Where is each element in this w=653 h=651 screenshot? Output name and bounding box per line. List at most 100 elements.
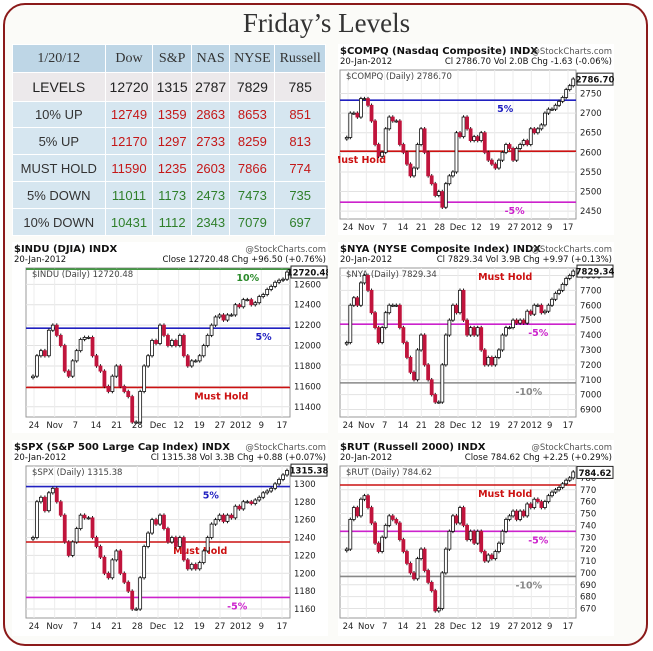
candle-body bbox=[415, 349, 420, 381]
candle-body bbox=[390, 116, 395, 122]
candle-body bbox=[443, 334, 448, 366]
candle-body bbox=[138, 391, 143, 423]
x-tick-label: 14 bbox=[91, 421, 102, 431]
x-tick-label: 12 bbox=[471, 622, 482, 632]
candle-body bbox=[443, 548, 448, 574]
chart-title: $COMPQ (Nasdaq Composite) INDX bbox=[340, 46, 538, 57]
x-tick-label: 9 bbox=[259, 622, 264, 632]
candle-body bbox=[394, 120, 399, 123]
candle-body bbox=[373, 120, 377, 145]
candle-body bbox=[62, 345, 67, 372]
candle-body bbox=[359, 498, 363, 517]
candle-body bbox=[189, 360, 194, 367]
x-tick-label: 9 bbox=[259, 421, 264, 431]
candle-body bbox=[273, 281, 278, 287]
cell: 7079 bbox=[229, 208, 276, 236]
candle-body bbox=[170, 340, 174, 346]
row-label: MUST HOLD bbox=[12, 154, 106, 183]
cell: 2733 bbox=[190, 127, 231, 156]
candle-body bbox=[201, 345, 206, 357]
x-tick-label: Nov bbox=[46, 421, 63, 431]
candle-body bbox=[380, 327, 385, 343]
candle-body bbox=[461, 116, 466, 138]
candle-body bbox=[348, 519, 353, 550]
chart-stats: Cl 2786.70 Vol 2.0B Chg -1.63 (-0.06%) bbox=[445, 57, 612, 67]
candle-body bbox=[564, 479, 569, 485]
candle-body bbox=[535, 498, 540, 503]
y-tick-label: 1260 bbox=[294, 516, 316, 526]
candle-body bbox=[158, 324, 162, 344]
candle-body bbox=[265, 490, 270, 494]
x-tick-label: 21 bbox=[416, 223, 427, 233]
candle-body bbox=[50, 324, 55, 331]
chart-date: 20-Jan-2012 bbox=[14, 453, 66, 463]
candle-body bbox=[351, 112, 356, 115]
x-tick-label: 27 bbox=[508, 223, 519, 233]
candle-body bbox=[560, 97, 565, 102]
candle-body bbox=[150, 519, 154, 534]
x-tick-label: 17 bbox=[563, 622, 574, 632]
header-nas: NAS bbox=[190, 44, 231, 73]
candle-body bbox=[181, 537, 186, 561]
candle-body bbox=[493, 551, 498, 560]
candle-body bbox=[440, 364, 445, 403]
candle-body bbox=[539, 501, 544, 508]
candle-body bbox=[405, 551, 409, 564]
candle-body bbox=[557, 100, 561, 106]
candle-body bbox=[560, 483, 565, 488]
cell: 1297 bbox=[152, 127, 192, 156]
candle-body bbox=[118, 365, 123, 387]
candle-body bbox=[394, 519, 399, 524]
candle-body bbox=[344, 342, 349, 345]
candle-body bbox=[521, 319, 526, 324]
chart-date: 20-Jan-2012 bbox=[14, 255, 66, 265]
candle-body bbox=[261, 492, 266, 498]
candle-body bbox=[237, 505, 242, 510]
candle-body bbox=[46, 492, 51, 512]
candle-body bbox=[154, 340, 158, 344]
chart-title: $RUT (Russell 2000) INDX bbox=[340, 442, 486, 453]
candle-body bbox=[177, 537, 182, 547]
cell: 7866 bbox=[229, 154, 276, 183]
candle-body bbox=[383, 524, 388, 538]
chart-legend: $NYA (Daily) 7829.34 bbox=[346, 270, 437, 280]
candle-body bbox=[528, 503, 533, 508]
x-tick-label: Dec bbox=[450, 421, 467, 431]
y-tick-label: 7500 bbox=[580, 316, 602, 326]
candle-body bbox=[118, 550, 123, 574]
candle-body bbox=[387, 116, 392, 130]
candle-body bbox=[74, 350, 79, 362]
candle-body bbox=[451, 515, 455, 532]
cell: 2603 bbox=[190, 154, 231, 183]
chart-stats: Cl 1315.38 Vol 3.3B Chg +0.88 (+0.07%) bbox=[151, 453, 326, 463]
chart-source: @StockCharts.com bbox=[531, 47, 612, 57]
candle-body bbox=[426, 570, 431, 583]
candle-body bbox=[355, 112, 360, 118]
candle-body bbox=[50, 487, 55, 494]
indu-chart: $INDU (DJIA) INDX @StockCharts.com 20-Jan-… bbox=[12, 242, 328, 433]
candle-body bbox=[173, 537, 178, 547]
candle-body bbox=[94, 537, 99, 547]
candle-body bbox=[525, 310, 530, 324]
x-tick-label: 12 bbox=[173, 622, 184, 632]
x-tick-label: Nov bbox=[358, 622, 375, 632]
candle-body bbox=[189, 563, 194, 570]
cell: 735 bbox=[274, 181, 326, 210]
candle-body bbox=[521, 140, 526, 145]
last-price-box bbox=[576, 465, 614, 479]
x-tick-label: 24 bbox=[29, 622, 40, 632]
candle-body bbox=[528, 310, 533, 315]
candle-body bbox=[110, 559, 115, 579]
cell: 12749 bbox=[104, 100, 154, 129]
rut-chart: $RUT (Russell 2000) INDX @StockCharts.com… bbox=[338, 440, 614, 636]
x-tick-label: 9 bbox=[547, 622, 552, 632]
candle-body bbox=[479, 530, 484, 552]
candle-body bbox=[138, 577, 143, 610]
x-tick-label: Dec bbox=[150, 421, 167, 431]
last-price-box bbox=[290, 265, 328, 279]
candle-body bbox=[197, 562, 202, 570]
candle-body bbox=[102, 370, 107, 387]
candle-body bbox=[507, 515, 512, 520]
x-tick-label: Nov bbox=[46, 622, 63, 632]
candle-body bbox=[546, 304, 551, 312]
